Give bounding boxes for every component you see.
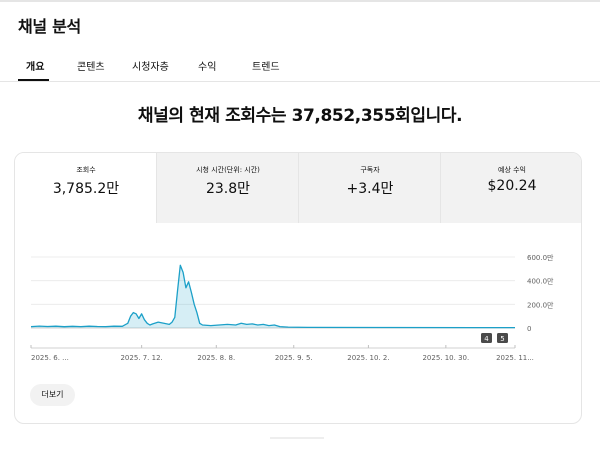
page-title: 채널 분석 (18, 17, 81, 36)
tab-revenue[interactable]: 수익 (198, 62, 217, 73)
x-tick-label: 2025. 10. 30. (422, 354, 469, 362)
tab-audience[interactable]: 시청자층 (132, 62, 169, 73)
metric-value: $20.24 (487, 178, 537, 194)
y-tick-label: 400.0만 (527, 277, 554, 286)
x-tick-label: 2025. 6. ... (31, 354, 69, 362)
scroll-hint-bar (270, 437, 324, 439)
views-line (30, 264, 515, 329)
metric-divider (440, 153, 441, 223)
active-tab-indicator (18, 79, 49, 81)
x-tick-label: 2025. 9. 5. (275, 354, 313, 362)
y-tick-label: 0 (527, 325, 531, 333)
x-tick-label: 2025. 11... (496, 354, 534, 362)
metric-watch-time[interactable]: 시청 시간(단위: 시간) 23.8만 (157, 153, 299, 223)
y-tick-label: 600.0만 (527, 253, 554, 262)
tab-content[interactable]: 콘텐츠 (77, 62, 105, 73)
tab-overview[interactable]: 개요 (26, 62, 45, 73)
analytics-tabs: 개요 콘텐츠 시청자층 수익 트렌드 (0, 54, 600, 82)
metric-value: 23.8만 (205, 181, 251, 197)
metric-estimated-revenue[interactable]: 예상 수익 $20.24 (441, 153, 581, 223)
metric-subscribers[interactable]: 구독자 +3.4만 (299, 153, 441, 223)
metric-label: 시청 시간(단위: 시간) (196, 166, 260, 174)
x-tick-label: 2025. 10. 2. (347, 354, 389, 362)
annotation-marker (497, 333, 508, 343)
metric-value: 3,785.2만 (52, 181, 120, 197)
total-views-headline: 채널의 현재 조회수는 37,852,355회입니다. (137, 106, 463, 126)
annotation-marker-label: 4 (484, 335, 489, 343)
tab-trends[interactable]: 트렌드 (252, 62, 280, 73)
see-more-button[interactable]: 더보기 (30, 384, 75, 406)
views-chart[interactable]: 600.0만 400.0만 200.0만 0 2025. 6. ... 2025. 7. … (15, 153, 582, 424)
top-border (0, 0, 600, 2)
metric-label: 구독자 (360, 166, 380, 174)
annotation-marker (481, 333, 492, 343)
x-tick-label: 2025. 8. 8. (197, 354, 235, 362)
metric-label: 예상 수익 (498, 166, 526, 174)
views-area (31, 265, 515, 328)
annotation-marker-label: 5 (500, 335, 504, 343)
metric-label: 조회수 (76, 166, 96, 174)
metric-divider (156, 153, 157, 223)
metric-value: +3.4만 (346, 181, 394, 197)
y-tick-label: 200.0만 (527, 300, 554, 309)
metric-divider (298, 153, 299, 223)
x-tick-label: 2025. 7. 12. (120, 354, 162, 362)
analytics-card: 조회수 3,785.2만 시청 시간(단위: 시간) 23.8만 구독자 +3.… (14, 152, 582, 424)
metric-views[interactable]: 조회수 3,785.2만 (15, 153, 157, 223)
